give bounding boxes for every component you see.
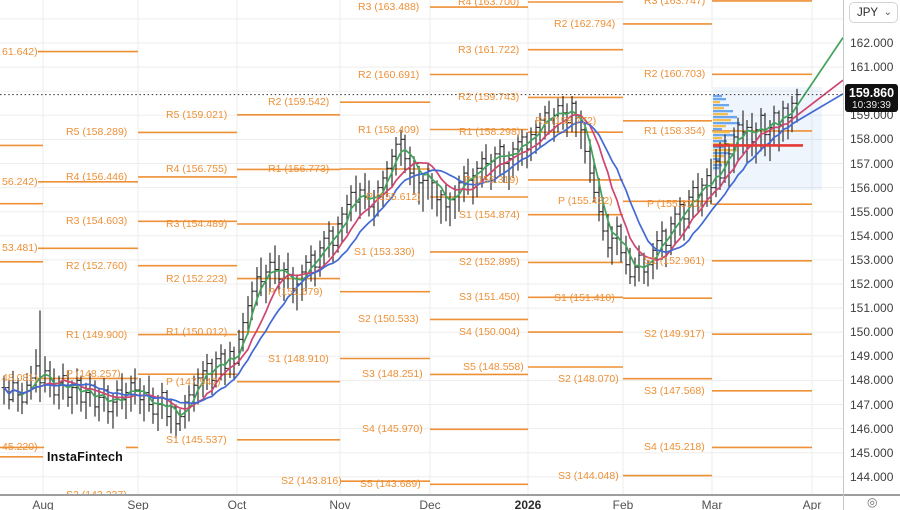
axis-corner-divider (843, 494, 844, 510)
time-tick-label: Mar (701, 498, 723, 510)
chart-plot-area[interactable] (0, 0, 843, 494)
time-axis[interactable]: Aug Sep Oct Nov Dec 2026 Feb Mar Apr (0, 494, 900, 510)
price-tick-label: 155.000 (850, 204, 894, 219)
price-tick-label: 151.000 (850, 301, 894, 316)
time-tick-label: 2026 (514, 498, 542, 510)
time-tick-label: Apr (802, 498, 822, 510)
price-tick-label: 145.000 (850, 445, 894, 460)
price-tick-label: 154.000 (850, 228, 894, 243)
price-tick-label: 161.000 (850, 60, 894, 75)
price-tick-label: 149.000 (850, 349, 894, 364)
price-tick-label: 148.000 (850, 373, 894, 388)
price-tick-label: 157.000 (850, 156, 894, 171)
axis-settings-icon[interactable]: ◎ (867, 495, 878, 509)
chevron-down-icon: ⌄ (883, 6, 892, 18)
price-tick-label: 144.000 (850, 469, 894, 484)
time-tick-label: Dec (419, 498, 441, 510)
time-tick-label: Feb (612, 498, 634, 510)
current-price-time: 10:39:39 (852, 99, 891, 111)
time-tick-label: Sep (127, 498, 149, 510)
current-price-badge: 159.860 10:39:39 (845, 84, 898, 112)
price-tick-label: 158.000 (850, 132, 894, 147)
time-tick-label: Aug (32, 498, 54, 510)
instrument-selector[interactable]: JPY ⌄ (849, 2, 898, 23)
price-axis[interactable]: 162.000161.000160.000159.000158.000157.0… (843, 0, 900, 494)
price-tick-label: 150.000 (850, 325, 894, 340)
time-tick-label: Oct (227, 498, 247, 510)
price-tick-label: 156.000 (850, 180, 894, 195)
instrument-label: JPY (857, 6, 879, 19)
price-tick-label: 147.000 (850, 397, 894, 412)
current-price-value: 159.860 (848, 85, 895, 100)
time-tick-label: Nov (329, 498, 351, 510)
price-tick-label: 146.000 (850, 421, 894, 436)
instafintech-logo: InstaFintech (44, 442, 126, 472)
logo-text: InstaFintech (46, 450, 124, 464)
price-tick-label: 162.000 (850, 36, 894, 50)
price-tick-label: 153.000 (850, 252, 894, 267)
price-tick-label: 152.000 (850, 277, 894, 291)
